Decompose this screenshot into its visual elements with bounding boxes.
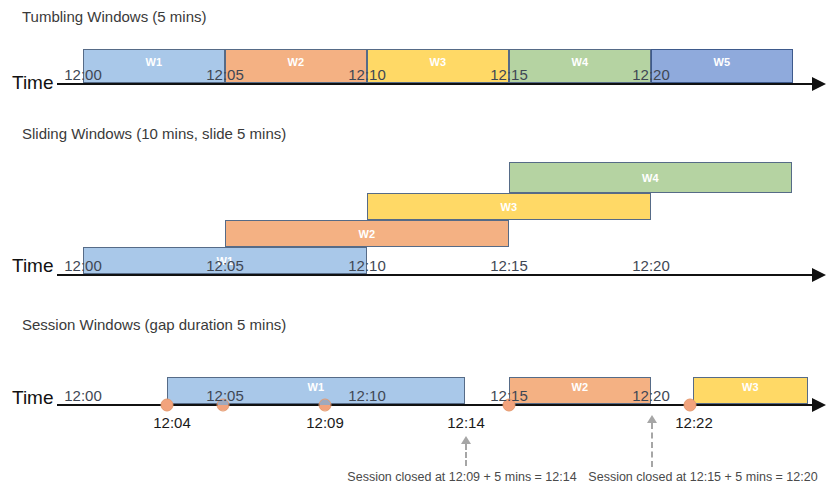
tumbling-time-axis-label: Time — [12, 72, 54, 94]
window-label: W3 — [742, 381, 759, 393]
window-bar-w3: W3 — [367, 193, 651, 220]
window-label: W2 — [287, 56, 304, 68]
axis-tick-label: 12:05 — [206, 387, 244, 405]
dashed-up-arrow-shaft — [465, 444, 467, 466]
axis-tick-label: 12:20 — [632, 257, 670, 275]
timeline-arrowhead-icon — [812, 268, 826, 282]
axis-tick-label: 12:00 — [64, 257, 102, 275]
axis-tick-label: 12:15 — [490, 387, 528, 405]
event-dot-icon — [319, 399, 332, 412]
event-dot-icon — [161, 399, 174, 412]
window-bar-w1: W1 — [83, 49, 225, 83]
window-label: W1 — [307, 381, 324, 393]
window-label: W1 — [145, 56, 162, 68]
dashed-up-arrow-icon — [647, 415, 657, 423]
event-time-label: 12:09 — [306, 414, 344, 431]
windowing-strategies-diagram: Tumbling Windows (5 mins) Time W1 W2 W3 W4 W… — [0, 0, 829, 498]
timeline-axis — [57, 83, 812, 85]
axis-tick-label: 12:20 — [632, 66, 670, 84]
axis-tick-label: 12:15 — [490, 66, 528, 84]
window-label: W2 — [571, 381, 588, 393]
window-bar-w4: W4 — [509, 162, 792, 193]
event-time-label: 12:22 — [675, 414, 713, 431]
sliding-section-title: Sliding Windows (10 mins, slide 5 mins) — [22, 125, 286, 142]
session-closed-note: Session closed at 12:09 + 5 mins = 12:14 — [347, 470, 576, 484]
window-bar-w2: W2 — [225, 49, 367, 83]
axis-tick-label: 12:05 — [206, 257, 244, 275]
timeline-arrowhead-icon — [812, 77, 826, 91]
session-closed-note: Session closed at 12:15 + 5 mins = 12:20 — [588, 470, 817, 484]
axis-tick-label: 12:15 — [490, 257, 528, 275]
window-label: W5 — [713, 56, 730, 68]
window-label: W3 — [429, 56, 446, 68]
axis-tick-label: 12:00 — [64, 66, 102, 84]
axis-tick-label: 12:05 — [206, 66, 244, 84]
sliding-time-axis-label: Time — [12, 255, 54, 277]
timeline-arrowhead-icon — [812, 398, 826, 412]
window-label: W4 — [571, 56, 588, 68]
window-bar-w2: W2 — [509, 377, 651, 404]
axis-tick-label: 12:00 — [64, 387, 102, 405]
event-time-label: 12:04 — [153, 414, 191, 431]
axis-tick-label: 12:20 — [632, 387, 670, 405]
window-label: W3 — [500, 201, 517, 213]
axis-tick-label: 12:10 — [348, 387, 386, 405]
window-bar-w2: W2 — [225, 220, 509, 247]
window-bar-w4: W4 — [509, 49, 651, 83]
event-dot-icon — [684, 399, 697, 412]
tumbling-section-title: Tumbling Windows (5 mins) — [22, 8, 207, 25]
window-bar-w5: W5 — [651, 49, 793, 83]
event-time-label: 12:14 — [447, 414, 485, 431]
window-label: W4 — [642, 172, 659, 184]
dashed-up-arrow-shaft — [651, 423, 653, 467]
window-bar-w3: W3 — [367, 49, 509, 83]
window-bar-w3: W3 — [693, 377, 808, 404]
session-section-title: Session Windows (gap duration 5 mins) — [22, 316, 286, 333]
session-time-axis-label: Time — [12, 387, 54, 409]
axis-tick-label: 12:10 — [348, 66, 386, 84]
window-label: W2 — [358, 228, 375, 240]
dashed-up-arrow-icon — [461, 436, 471, 444]
axis-tick-label: 12:10 — [348, 257, 386, 275]
timeline-axis — [57, 274, 812, 276]
